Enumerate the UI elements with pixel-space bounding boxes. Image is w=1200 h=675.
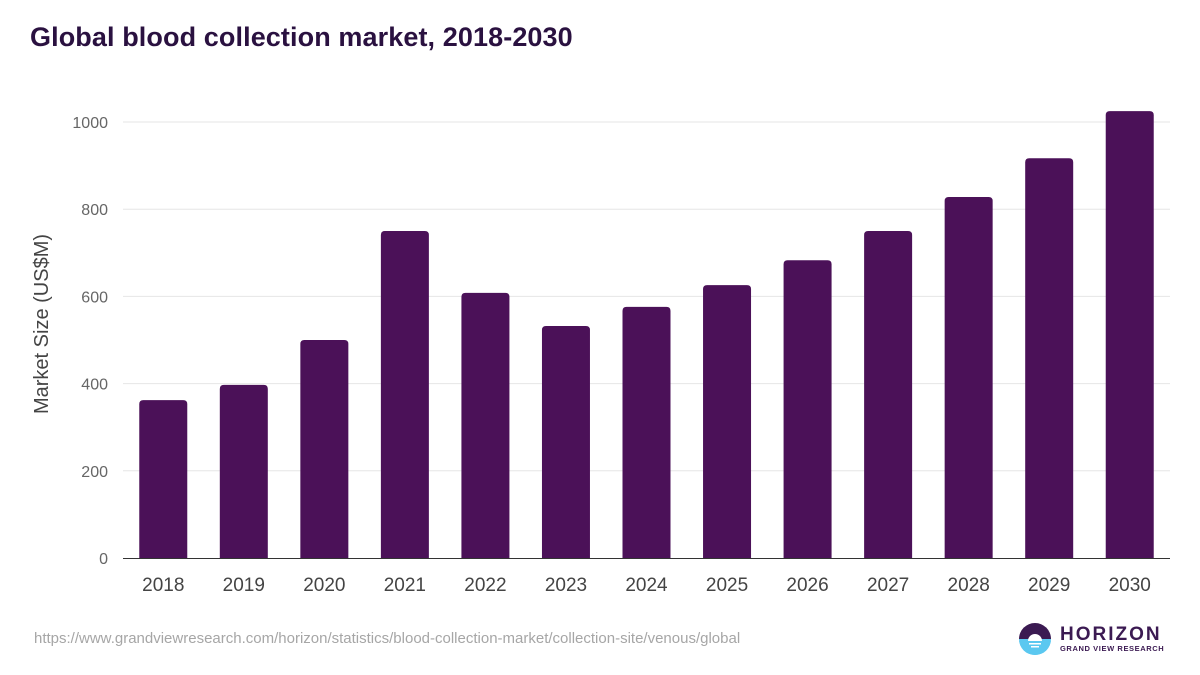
bar-2030[interactable]	[1105, 111, 1154, 558]
x-tick-label: 2029	[1028, 575, 1070, 596]
logo-name: HORIZON	[1060, 624, 1162, 645]
x-tick-label: 2030	[1109, 575, 1151, 596]
bar-2022[interactable]	[461, 292, 510, 558]
horizon-logo: HORIZON GRAND VIEW RESEARCH	[1018, 621, 1164, 657]
x-tick-label: 2028	[948, 575, 990, 596]
x-tick-label: 2025	[706, 575, 748, 596]
x-tick-label: 2024	[625, 575, 668, 596]
bar-2018[interactable]	[139, 400, 188, 558]
bar-2023[interactable]	[541, 326, 590, 558]
horizon-logo-icon	[1019, 623, 1051, 655]
logo-subtitle: GRAND VIEW RESEARCH	[1060, 644, 1165, 653]
y-tick-label: 600	[81, 289, 108, 306]
x-tick-label: 2019	[223, 575, 265, 596]
bar-2024[interactable]	[622, 306, 671, 558]
y-axis-label: Market Size (US$M)	[31, 234, 53, 414]
bar-2028[interactable]	[944, 196, 993, 558]
source-url[interactable]: https://www.grandviewresearch.com/horizo…	[34, 630, 741, 647]
x-tick-label: 2020	[303, 575, 345, 596]
bar-2026[interactable]	[783, 260, 832, 558]
x-tick-label: 2022	[464, 575, 506, 596]
bar-2021[interactable]	[380, 231, 429, 558]
chart-title: Global blood collection market, 2018-203…	[30, 22, 573, 52]
y-tick-label: 1000	[72, 115, 108, 132]
bar-2025[interactable]	[703, 285, 752, 558]
bar-2029[interactable]	[1025, 158, 1074, 559]
x-tick-label: 2023	[545, 575, 587, 596]
y-tick-label: 200	[81, 464, 108, 481]
bar-2020[interactable]	[300, 340, 349, 558]
x-tick-label: 2026	[786, 575, 828, 596]
y-tick-label: 400	[81, 377, 108, 394]
bar-2019[interactable]	[219, 384, 268, 558]
x-tick-label: 2021	[384, 575, 426, 596]
bar-2027[interactable]	[864, 231, 913, 558]
x-tick-label: 2018	[142, 575, 184, 596]
bars	[139, 111, 1154, 559]
y-tick-label: 800	[81, 202, 108, 219]
x-tick-label: 2027	[867, 575, 909, 596]
x-tick-labels: 2018 2019 2020 2021 2022 2023 2024 2025 2026 2027…	[142, 575, 1151, 596]
y-tick-labels: 0 200 400 600 800 1000	[72, 115, 108, 568]
y-tick-label: 0	[99, 551, 108, 568]
